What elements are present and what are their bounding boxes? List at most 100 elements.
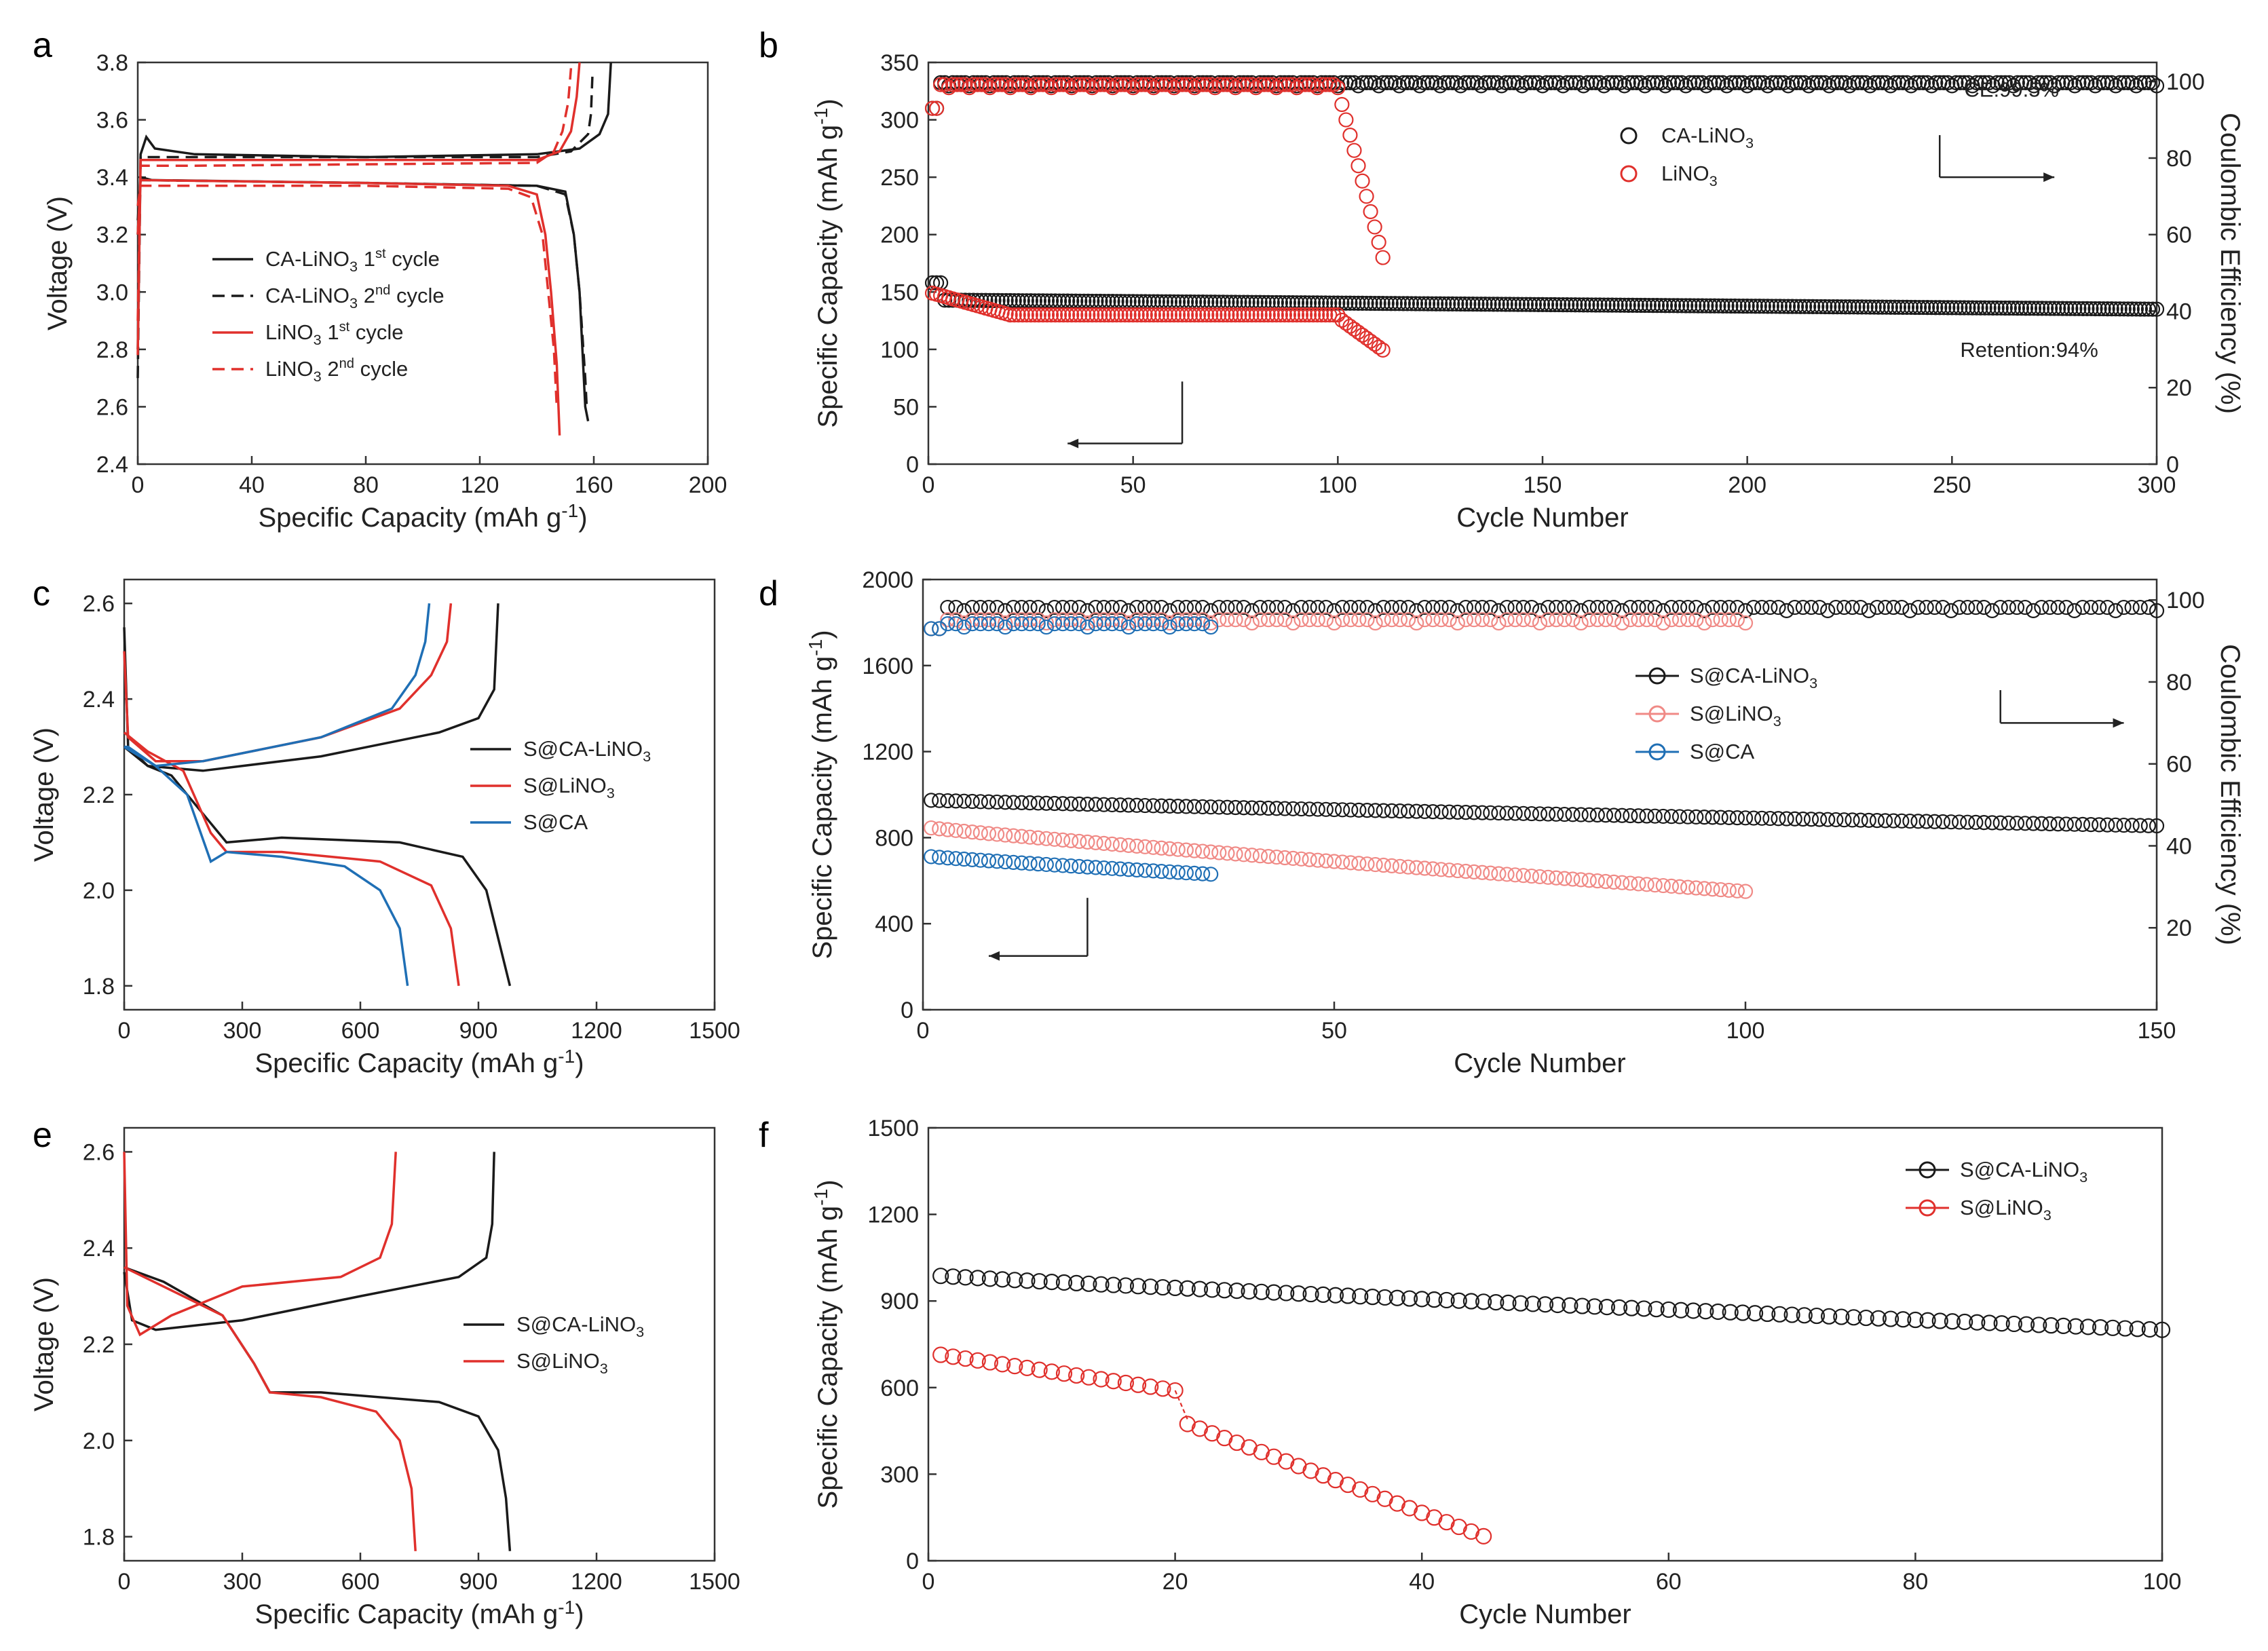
- capacity-point: [1359, 856, 1375, 872]
- capacity-point: [2018, 301, 2034, 316]
- capacity-point: [1120, 837, 1137, 853]
- capacity-point: [1636, 1300, 1652, 1317]
- capacity-point: [1343, 802, 1359, 818]
- capacity-point: [1137, 307, 1153, 323]
- capacity-point: [1655, 877, 1671, 894]
- capacity-point: [2083, 301, 2099, 317]
- capacity-point: [1326, 801, 1342, 818]
- ce-point: [1573, 615, 1589, 631]
- capacity-point: [2112, 301, 2128, 317]
- capacity-point: [1351, 802, 1367, 818]
- capacity-point: [1989, 300, 2005, 316]
- capacity-point: [1534, 297, 1551, 312]
- ce-point: [1663, 612, 1680, 628]
- capacity-point: [1821, 1308, 1838, 1325]
- capacity-point: [1515, 868, 1531, 884]
- ce-point: [2140, 75, 2157, 90]
- capacity-point: [1006, 854, 1021, 870]
- capacity-point: [1891, 299, 1906, 315]
- capacity-point: [1417, 860, 1433, 876]
- ce-point: [1006, 77, 1022, 92]
- capacity-point: [1877, 813, 1893, 829]
- ce-point: [998, 619, 1013, 635]
- capacity-point: [1532, 869, 1548, 885]
- capacity-point: [2108, 817, 2123, 833]
- capacity-point: [1565, 807, 1581, 822]
- capacity-point: [2026, 301, 2042, 316]
- legend-swatch-marker: [1648, 705, 1666, 723]
- ce-point: [1244, 603, 1260, 618]
- capacity-point: [1010, 307, 1026, 323]
- ce-point: [2140, 599, 2156, 615]
- capacity-point: [1907, 299, 1923, 316]
- capacity-point: [1006, 1358, 1023, 1375]
- ce-point: [1458, 599, 1474, 615]
- capacity-point: [1109, 307, 1124, 323]
- legend-label: S@CA-LiNO3​: [1960, 1158, 2087, 1185]
- y-tick-label: 2.0: [83, 1428, 115, 1454]
- ce-point: [958, 77, 973, 92]
- capacity-point: [1260, 800, 1277, 816]
- ce-point: [1515, 612, 1531, 628]
- ce-point: [1992, 599, 2008, 615]
- ce-point: [1449, 75, 1464, 90]
- ce-point: [1688, 612, 1704, 628]
- ce-point: [1088, 599, 1103, 615]
- capacity-point: [1483, 865, 1498, 881]
- ce-point: [2108, 603, 2123, 618]
- ce-point: [1968, 599, 1984, 615]
- ce-point: [1407, 75, 1424, 90]
- ce-point: [1772, 75, 1788, 90]
- capacity-point: [1589, 873, 1605, 889]
- capacity-point: [2063, 301, 2079, 316]
- capacity-point: [1916, 299, 1931, 316]
- ce-point: [1203, 615, 1219, 631]
- ce-point: [1392, 612, 1408, 628]
- capacity-point: [1278, 1285, 1295, 1302]
- capacity-point: [1327, 1287, 1344, 1304]
- capacity-point: [1568, 297, 1583, 313]
- capacity-point: [1129, 862, 1145, 878]
- ce-point: [1957, 75, 1972, 90]
- capacity-point: [1580, 297, 1595, 313]
- ce-point: [1680, 599, 1696, 615]
- ce-point: [1787, 599, 1802, 615]
- capacity-point: [1857, 1309, 1874, 1327]
- capacity-point: [1665, 298, 1682, 314]
- ce-point: [1557, 599, 1572, 615]
- x-tick-label: 150: [2138, 1018, 2176, 1044]
- capacity-point: [1910, 814, 1926, 829]
- capacity-point: [940, 793, 956, 809]
- ce-point: [1715, 75, 1731, 90]
- ce-point: [1631, 599, 1646, 615]
- capacity-point: [1068, 307, 1084, 323]
- capacity-point: [1573, 872, 1589, 888]
- capacity-point: [1932, 300, 1948, 316]
- panel-letter-c: c: [33, 574, 50, 613]
- ce-point: [1711, 75, 1726, 90]
- ce-point: [2009, 75, 2025, 90]
- ce-point: [1211, 77, 1227, 92]
- capacity-point: [1154, 307, 1170, 323]
- y-tick-label: 3.4: [96, 165, 128, 191]
- ce-point: [1097, 77, 1112, 92]
- capacity-point: [1723, 298, 1739, 314]
- legend-swatch-marker: [1620, 165, 1638, 183]
- ce-point: [1820, 603, 1836, 618]
- capacity-point: [1981, 300, 1997, 316]
- capacity-point: [1475, 865, 1490, 880]
- capacity-point: [1088, 835, 1103, 850]
- ce-point: [1137, 77, 1153, 92]
- capacity-point: [2116, 301, 2132, 317]
- capacity-point: [2075, 816, 2091, 833]
- ce-point: [1375, 75, 1391, 90]
- ce-point: [1346, 75, 1362, 90]
- capacity-point: [1211, 799, 1227, 815]
- ce-point: [1137, 612, 1153, 628]
- capacity-point: [1141, 307, 1157, 323]
- ce-point: [1178, 612, 1194, 628]
- capacity-point: [1491, 866, 1507, 881]
- capacity-point: [1080, 1275, 1097, 1292]
- ce-point: [2104, 75, 2119, 90]
- ce-point: [1557, 612, 1572, 628]
